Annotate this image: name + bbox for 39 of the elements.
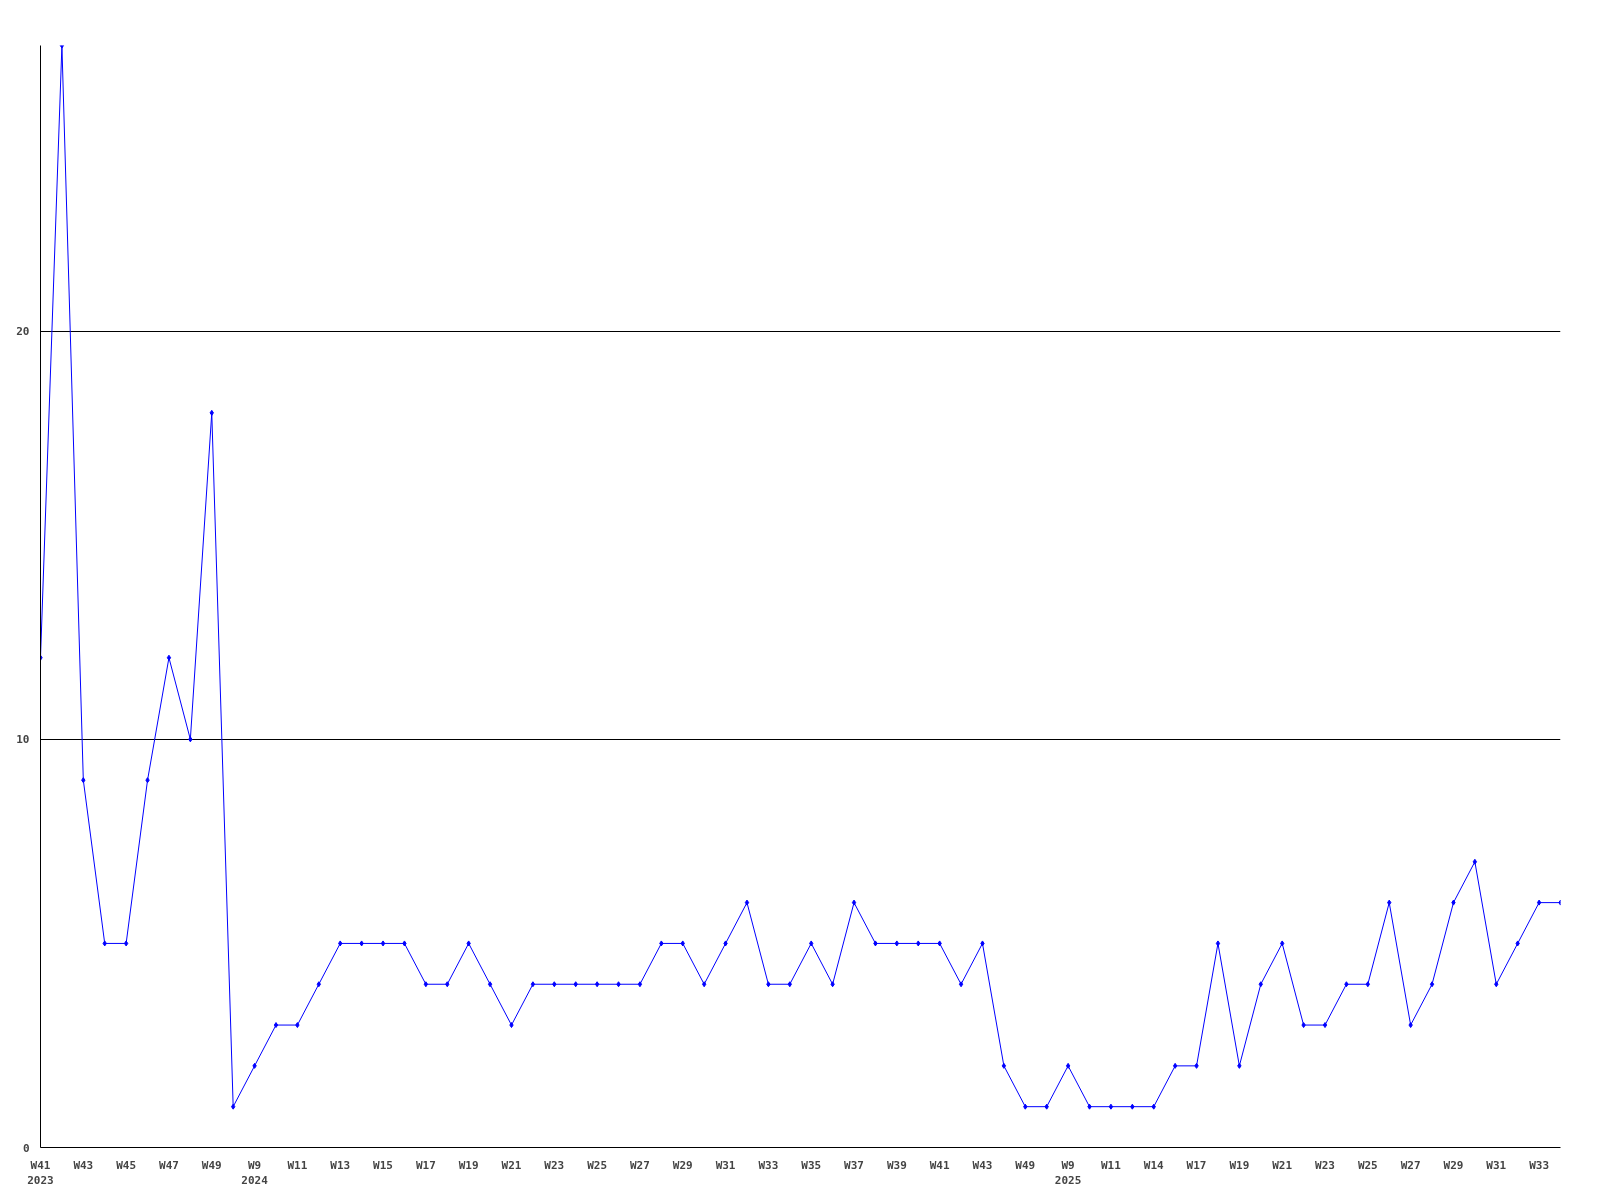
x-tick-label: W35 bbox=[801, 1158, 822, 1172]
x-tick-label: W27 bbox=[630, 1158, 650, 1172]
x-tick-label: W33 bbox=[1529, 1158, 1550, 1172]
y-tick-label: 20 bbox=[16, 325, 30, 339]
x-tick-label: W21 bbox=[501, 1158, 522, 1172]
x-tick-label: W41 bbox=[929, 1158, 950, 1172]
x-tick-label: W14 bbox=[1143, 1158, 1165, 1172]
x-tick-label: W45 bbox=[116, 1158, 137, 1172]
x-tick-label: W21 bbox=[1272, 1158, 1293, 1172]
x-tick-label: W11 bbox=[287, 1158, 308, 1172]
y-tick-label: 10 bbox=[16, 733, 30, 747]
x-tick-label: W41 2023 bbox=[27, 1158, 54, 1188]
x-tick-label: W9 2025 bbox=[1054, 1158, 1082, 1188]
x-tick-label: W19 bbox=[1229, 1158, 1250, 1172]
x-tick-label: W43 bbox=[972, 1158, 993, 1172]
x-tick-label: W37 bbox=[844, 1158, 864, 1172]
x-tick-label: W33 bbox=[758, 1158, 779, 1172]
x-tick-label: W9 2024 bbox=[241, 1158, 269, 1188]
x-tick-label: W25 bbox=[587, 1158, 608, 1172]
x-tick-label: W19 bbox=[458, 1158, 479, 1172]
x-tick-label: W23 bbox=[1315, 1158, 1335, 1172]
x-tick-label: W17 bbox=[415, 1158, 436, 1172]
x-tick-label: W23 bbox=[544, 1158, 565, 1172]
x-tick-label: W11 bbox=[1100, 1158, 1122, 1172]
x-tick-label: W39 bbox=[886, 1158, 907, 1172]
x-tick-label: W13 bbox=[330, 1158, 351, 1172]
x-tick-label: W31 bbox=[715, 1158, 736, 1172]
x-tick-label: W43 bbox=[73, 1158, 94, 1172]
x-tick-label: W49 bbox=[1015, 1158, 1036, 1172]
x-tick-label: W25 bbox=[1357, 1158, 1378, 1172]
x-tick-label: W27 bbox=[1400, 1158, 1421, 1172]
x-tick-label: W29 bbox=[1443, 1158, 1464, 1172]
x-tick-label: W49 bbox=[201, 1158, 222, 1172]
x-tick-label: W15 bbox=[373, 1158, 393, 1172]
x-tick-label: W17 bbox=[1186, 1158, 1207, 1172]
x-tick-label: W29 bbox=[672, 1158, 693, 1172]
x-tick-label: W47 bbox=[159, 1158, 179, 1172]
x-tick-label: W31 bbox=[1486, 1158, 1507, 1172]
y-tick-label: 0 bbox=[22, 1141, 30, 1155]
